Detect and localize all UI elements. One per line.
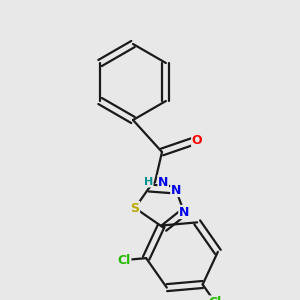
Text: H: H bbox=[144, 177, 153, 187]
Text: N: N bbox=[171, 184, 181, 196]
Text: Cl: Cl bbox=[118, 254, 131, 267]
Text: N: N bbox=[158, 176, 168, 188]
Text: Cl: Cl bbox=[208, 296, 222, 300]
Text: S: S bbox=[130, 202, 140, 214]
Text: N: N bbox=[179, 206, 189, 218]
Text: O: O bbox=[192, 134, 202, 146]
